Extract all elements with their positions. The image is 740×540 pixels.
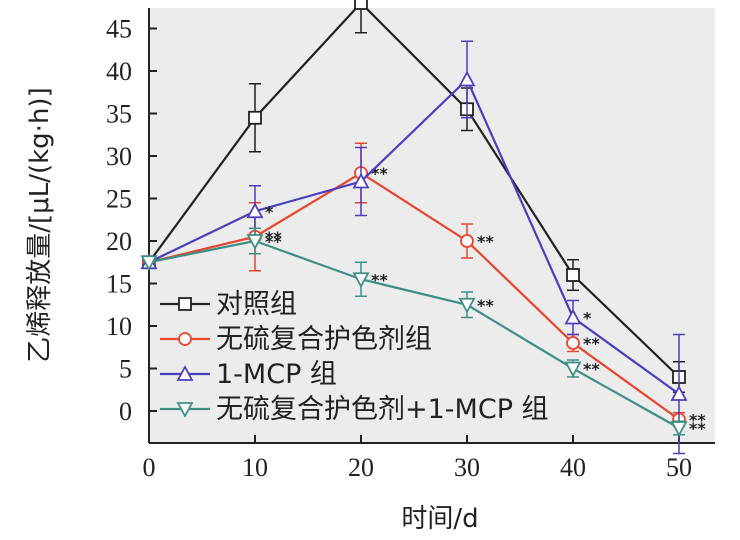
significance-label: ** — [265, 228, 282, 247]
significance-label: ** — [689, 411, 706, 430]
y-tick-label: 10 — [106, 312, 132, 341]
legend-label: 对照组 — [216, 289, 297, 320]
data-point — [352, 272, 370, 289]
data-point — [670, 421, 688, 437]
x-tick-label: 10 — [242, 453, 268, 482]
x-tick-label: 20 — [348, 453, 374, 482]
data-point — [246, 202, 264, 219]
data-point — [564, 308, 582, 325]
significance-label: * — [583, 309, 592, 328]
significance-label: ** — [477, 232, 494, 251]
y-tick-label: 25 — [106, 185, 132, 214]
x-axis-title: 时间/d — [401, 504, 478, 534]
y-axis-title: 乙烯释放量/[μL/(kg·h)] — [25, 87, 55, 362]
significance-label: ** — [689, 419, 706, 438]
legend-item: 1-MCP 组 — [160, 359, 337, 390]
significance-label: ** — [371, 270, 388, 289]
legend-item: 无硫复合护色剂组 — [160, 324, 432, 355]
series-line — [148, 171, 680, 421]
significance-label: ** — [583, 360, 600, 379]
data-point — [460, 234, 474, 248]
legend-marker — [176, 402, 194, 418]
significance-label: ** — [477, 296, 494, 315]
plot-background — [149, 8, 715, 443]
y-tick-label: 35 — [106, 100, 132, 129]
data-point — [246, 234, 264, 250]
data-point — [670, 385, 688, 401]
y-tick-label: 20 — [106, 227, 132, 256]
y-tick-label: 5 — [119, 355, 132, 384]
legend-marker — [178, 332, 192, 346]
significance-label: ** — [265, 232, 282, 251]
data-point — [140, 255, 158, 272]
x-tick-label: 30 — [454, 453, 480, 482]
x-tick-label: 50 — [666, 453, 692, 482]
data-point — [248, 110, 262, 125]
y-tick-label: 0 — [119, 397, 132, 426]
legend-marker — [178, 297, 192, 311]
data-point — [564, 361, 582, 378]
legend-item: 对照组 — [160, 289, 297, 320]
data-point — [566, 336, 580, 350]
series-line — [148, 77, 680, 395]
y-tick-label: 40 — [106, 57, 132, 86]
legend-marker — [176, 365, 194, 381]
data-point — [566, 268, 580, 282]
significance-label: ** — [371, 164, 388, 183]
legend-item: 无硫复合护色剂+1-MCP 组 — [160, 394, 549, 425]
y-tick-label: 50 — [106, 0, 132, 1]
y-tick-group: 50454035302520151050 — [106, 0, 157, 426]
series-line — [148, 239, 680, 429]
x-tick-label: 0 — [143, 453, 156, 482]
data-point — [352, 172, 370, 189]
data-point — [458, 297, 476, 314]
data-point — [354, 0, 368, 10]
legend-label: 无硫复合护色剂组 — [216, 324, 432, 355]
series-4: ********** — [140, 227, 706, 438]
y-tick-label: 30 — [106, 142, 132, 171]
y-tick-label: 15 — [106, 270, 132, 299]
y-tick-label: 45 — [106, 15, 132, 44]
legend-label: 1-MCP 组 — [216, 359, 337, 390]
series-layer: ********************** — [140, 0, 706, 455]
significance-label: * — [265, 202, 274, 221]
legend-label: 无硫复合护色剂+1-MCP 组 — [216, 394, 549, 425]
significance-label: ** — [583, 334, 600, 353]
series-line — [148, 1, 680, 378]
data-point — [458, 70, 476, 87]
x-tick-label: 40 — [560, 453, 586, 482]
